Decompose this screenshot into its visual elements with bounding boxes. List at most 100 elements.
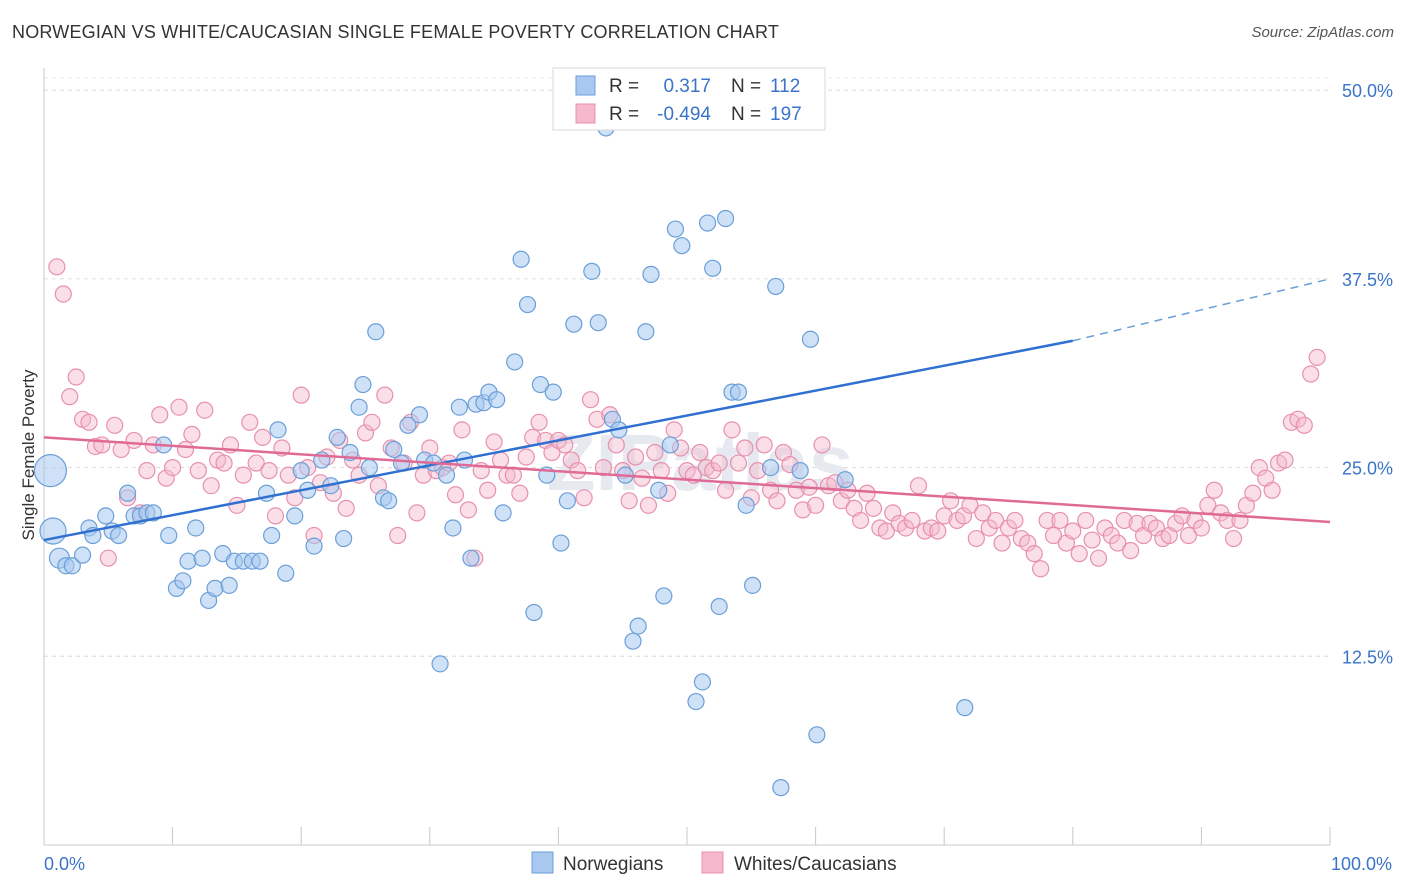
correlation-legend-box (552, 67, 826, 131)
norwegian-point (772, 779, 790, 797)
norwegian-point (277, 564, 295, 582)
norwegians-trend-extension (1072, 278, 1331, 342)
norwegian-point (380, 492, 398, 510)
norwegian-point (729, 383, 748, 401)
legend-n-value-1: 112 (770, 76, 800, 97)
white-caucasian-point (1077, 511, 1095, 530)
legend-r-label-2: R = (609, 104, 639, 125)
white-caucasian-point (1064, 522, 1082, 540)
white-caucasian-point (1244, 484, 1262, 502)
norwegian-point (589, 314, 607, 332)
norwegian-point (761, 458, 780, 477)
white-caucasian-point (646, 443, 664, 462)
white-caucasian-point (1025, 545, 1043, 563)
y-tick-label-2: 37.5% (1342, 270, 1393, 290)
white-caucasian-point (1115, 511, 1133, 530)
white-caucasian-point (453, 421, 471, 439)
y-tick-labels: 12.5% 25.0% 37.5% 50.0% (1342, 81, 1393, 667)
white-caucasian-point (626, 448, 645, 466)
norwegian-point (193, 549, 211, 567)
white-caucasian-point (196, 401, 214, 419)
chart-title: NORWEGIAN VS WHITE/CAUCASIAN SINGLE FEMA… (12, 22, 780, 42)
norwegian-point (118, 484, 137, 502)
white-caucasian-point (569, 462, 587, 480)
norwegian-point (33, 454, 68, 488)
white-caucasian-point (832, 492, 850, 510)
legend-n-label-2: N = (731, 104, 761, 125)
gridlines (44, 77, 1330, 657)
norwegian-point (525, 603, 543, 622)
white-caucasian-point (581, 391, 600, 409)
white-caucasian-point (485, 433, 503, 451)
white-caucasian-point (1179, 526, 1198, 545)
legend-label-whites-caucasians: Whites/Caucasians (734, 854, 897, 875)
white-caucasian-point (1308, 348, 1326, 366)
white-caucasian-point (125, 431, 143, 450)
norwegian-point (743, 576, 762, 594)
white-caucasian-point (691, 443, 709, 462)
white-caucasian-point (106, 416, 124, 434)
white-caucasian-point (356, 424, 375, 442)
white-caucasian-point (157, 469, 175, 487)
white-caucasian-point (260, 462, 278, 480)
white-caucasian-point (864, 499, 883, 517)
white-caucasian-point (459, 501, 477, 519)
norwegian-point (629, 617, 647, 635)
white-caucasian-point (337, 499, 355, 517)
norwegian-point (488, 391, 506, 409)
norwegian-point (410, 406, 429, 424)
norwegian-point (650, 481, 668, 499)
white-caucasian-point (292, 386, 310, 404)
norwegian-point (552, 534, 570, 552)
norwegian-point (367, 323, 385, 341)
norwegian-point (637, 323, 655, 341)
white-caucasian-point (755, 436, 773, 454)
norwegian-point (462, 549, 480, 567)
legend-swatch-whites-caucasians (701, 851, 724, 874)
legend-n-label-1: N = (731, 76, 761, 97)
white-caucasian-point (967, 529, 985, 548)
norwegian-point (450, 398, 468, 416)
white-caucasian-point (929, 522, 947, 540)
norwegian-point (956, 699, 974, 717)
white-caucasian-point (736, 439, 754, 457)
white-caucasian-point (67, 368, 85, 386)
white-caucasian-point (877, 522, 895, 540)
white-caucasian-point (729, 454, 748, 472)
white-caucasian-point (1109, 534, 1127, 552)
white-caucasian-point (1276, 451, 1294, 469)
white-caucasian-point (987, 511, 1005, 530)
norwegian-point (558, 492, 577, 510)
white-caucasian-point (1263, 481, 1281, 499)
x-tick-label-min: 0.0% (44, 854, 85, 874)
white-caucasian-point (363, 413, 381, 431)
white-caucasian-point (723, 421, 741, 439)
white-caucasian-point (1038, 511, 1056, 530)
norwegian-point (506, 353, 524, 371)
white-caucasian-point (954, 507, 973, 525)
white-caucasian-point (884, 504, 902, 522)
y-tick-label-3: 50.0% (1342, 81, 1393, 101)
norwegian-point (666, 220, 685, 238)
white-caucasian-point (652, 462, 670, 480)
white-caucasian-point (234, 466, 252, 484)
white-caucasian-point (266, 507, 285, 525)
white-caucasian-point (813, 436, 831, 454)
norwegian-point (73, 546, 92, 564)
white-caucasian-point (1051, 511, 1069, 530)
white-caucasian-point (151, 406, 169, 424)
norwegian-point (385, 440, 403, 459)
norwegian-point (263, 526, 281, 545)
white-caucasian-point (1083, 531, 1101, 549)
x-tick-label-max: 100.0% (1331, 854, 1392, 874)
norwegian-point (174, 572, 192, 590)
white-caucasian-point (247, 454, 265, 472)
white-caucasian-point (620, 492, 638, 510)
norwegian-point (655, 587, 673, 605)
white-caucasian-point (942, 492, 960, 510)
norwegian-point (710, 597, 728, 616)
norwegian-point (328, 428, 346, 447)
white-caucasian-point (1019, 534, 1037, 552)
white-caucasian-point (665, 421, 683, 439)
